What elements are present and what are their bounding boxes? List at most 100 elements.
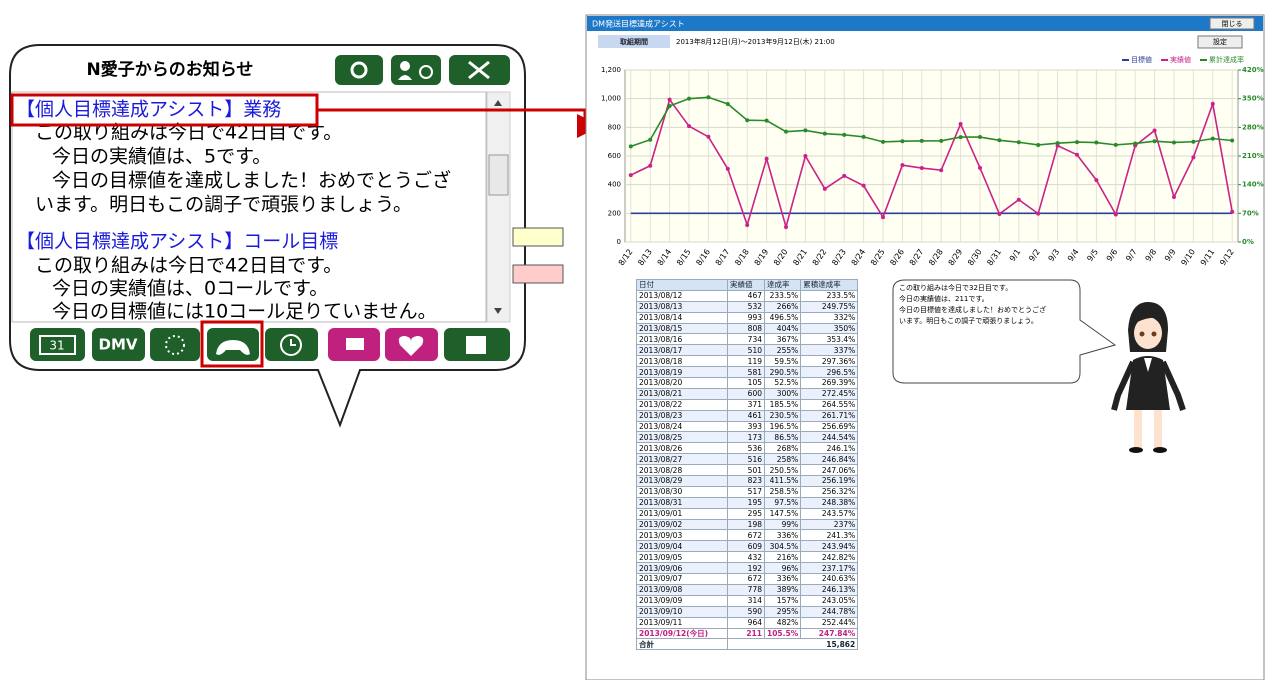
- button-label: 31: [49, 339, 64, 353]
- table-cell: 242.82%: [801, 552, 858, 563]
- table-row: 2013/08/23461230.5%261.71%: [637, 410, 858, 421]
- assist-button[interactable]: [150, 328, 200, 361]
- table-row: 2013/08/26536268%246.1%: [637, 443, 858, 454]
- point: [1075, 153, 1079, 157]
- table-cell: 297.36%: [801, 356, 858, 367]
- table-row: 2013/08/27516258%246.84%: [637, 454, 858, 465]
- table-cell: 252.44%: [801, 617, 858, 628]
- switch-button[interactable]: [391, 55, 441, 85]
- table-row: 2013/08/2517386.5%244.54%: [637, 432, 858, 443]
- y2-tick-label: 280%: [1242, 123, 1264, 131]
- table-cell: 244.54%: [801, 432, 858, 443]
- table-cell: 237%: [801, 519, 858, 530]
- table-row: 2013/09/11964482%252.44%: [637, 617, 858, 628]
- table-cell: 2013/08/23: [637, 410, 728, 421]
- table-cell: 290.5%: [765, 367, 801, 378]
- table-cell: 2013/09/09: [637, 595, 728, 606]
- table-cell: 2013/08/24: [637, 421, 728, 432]
- point: [1211, 102, 1215, 106]
- table-cell: 2013/09/08: [637, 584, 728, 595]
- table-cell: 240.63%: [801, 574, 858, 585]
- table-row: 2013/08/15808404%350%: [637, 323, 858, 334]
- table-cell: 808: [728, 323, 765, 334]
- scrollbar[interactable]: [487, 92, 510, 322]
- table-cell: 536: [728, 443, 765, 454]
- table-cell: 日付: [637, 280, 728, 291]
- top-icons: [335, 55, 510, 85]
- speech-line: います。明日もこの調子で頑張りましょう。: [899, 316, 1038, 325]
- table-cell: 300%: [765, 388, 801, 399]
- point: [1153, 128, 1157, 132]
- table-cell: 517: [728, 486, 765, 497]
- table-cell: 233.5%: [765, 290, 801, 301]
- point: [823, 187, 827, 191]
- settings-button[interactable]: [335, 55, 383, 85]
- table-cell: 196.5%: [765, 421, 801, 432]
- point: [784, 225, 788, 229]
- table-cell: 2013/08/14: [637, 312, 728, 323]
- table-cell: 195: [728, 497, 765, 508]
- point: [648, 138, 652, 142]
- results-table: 日付実績値達成率累積達成率2013/08/12467233.5%233.5%20…: [636, 279, 858, 650]
- table-cell: 2013/08/18: [637, 356, 728, 367]
- table-row: 2013/09/08778389%246.13%: [637, 584, 858, 595]
- message-line: この取り組みは今日で42日目です。: [35, 255, 342, 277]
- table-cell: 258.5%: [765, 486, 801, 497]
- table-cell: 2013/09/12(今日): [637, 628, 728, 639]
- speech-line: 今日の目標値を達成しました！おめでとうござ: [899, 305, 1046, 314]
- point: [997, 138, 1001, 142]
- table-cell: 246.84%: [801, 454, 858, 465]
- table-cell: 97.5%: [765, 497, 801, 508]
- table-cell: 105: [728, 378, 765, 389]
- table-cell: 247.84%: [801, 628, 858, 639]
- point: [706, 95, 710, 99]
- message-heading: 【個人目標達成アシスト】コール目標: [16, 231, 338, 253]
- table-cell: 2013/09/06: [637, 563, 728, 574]
- table-row: 2013/08/30517258.5%256.32%: [637, 486, 858, 497]
- table-cell: 609: [728, 541, 765, 552]
- point: [687, 124, 691, 128]
- point: [920, 166, 924, 170]
- y-tick-label: 800: [608, 123, 621, 131]
- table-cell: 256.69%: [801, 421, 858, 432]
- point: [959, 122, 963, 126]
- point: [1172, 140, 1176, 144]
- table-cell: 304.5%: [765, 541, 801, 552]
- point: [765, 119, 769, 123]
- table-cell: 264.55%: [801, 399, 858, 410]
- table-row: 2013/08/3119597.5%248.38%: [637, 497, 858, 508]
- point: [1094, 178, 1098, 182]
- point: [939, 139, 943, 143]
- table-cell: 295: [728, 508, 765, 519]
- point: [1211, 137, 1215, 141]
- table-row: 日付実績値達成率累積達成率: [637, 280, 858, 291]
- table-cell: 211: [728, 628, 765, 639]
- table-cell: 590: [728, 606, 765, 617]
- table-cell: 332%: [801, 312, 858, 323]
- point: [706, 135, 710, 139]
- pink-swatch: [513, 265, 563, 283]
- table-cell: 672: [728, 530, 765, 541]
- table-cell: 350%: [801, 323, 858, 334]
- table-cell: 237.17%: [801, 563, 858, 574]
- table-cell: 192: [728, 563, 765, 574]
- table-cell: 2013/08/30: [637, 486, 728, 497]
- table-cell: 734: [728, 334, 765, 345]
- settings-label: 設定: [1213, 37, 1227, 46]
- legend-label: 累計達成率: [1209, 55, 1244, 64]
- point: [823, 132, 827, 136]
- table-cell: 247.06%: [801, 465, 858, 476]
- legend-label: 目標値: [1131, 55, 1152, 64]
- table-cell: 336%: [765, 574, 801, 585]
- table-cell: 337%: [801, 345, 858, 356]
- button-label: DMV: [99, 336, 138, 354]
- point: [1017, 198, 1021, 202]
- point: [1114, 143, 1118, 147]
- table-cell: 993: [728, 312, 765, 323]
